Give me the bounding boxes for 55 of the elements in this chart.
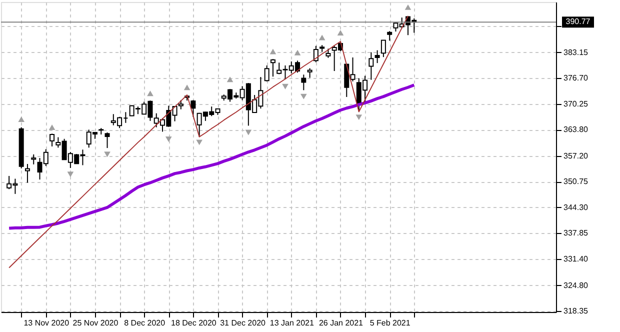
y-tick-label: 357.20: [564, 152, 589, 161]
point: [165, 136, 172, 142]
y-tick-label: 331.40: [564, 254, 589, 264]
x-tick-label: 18 Dec 2020: [171, 318, 217, 328]
candlestick: [368, 52, 374, 80]
candlestick: [178, 100, 184, 110]
point: [318, 34, 326, 40]
point: [226, 76, 234, 82]
point: [147, 90, 154, 96]
point: [337, 30, 344, 36]
point: [196, 140, 202, 146]
x-tick-label: 26 Jan 2021: [318, 318, 364, 328]
ref-line-label: 390.77: [566, 17, 591, 26]
y-tick-label: 376.70: [564, 74, 589, 83]
point: [245, 130, 252, 136]
candlestick: [264, 64, 270, 82]
candlestick: [326, 48, 331, 58]
x-tick-label: 5 Feb 2021: [370, 318, 411, 328]
point: [18, 116, 25, 122]
y-tick-label: 370.25: [564, 99, 589, 108]
y-tick-label: 383.15: [564, 48, 589, 57]
candlestick: [307, 68, 312, 78]
point: [282, 84, 288, 90]
candlestick: [380, 40, 386, 58]
y-tick-label: 318.35: [564, 306, 589, 316]
point: [48, 124, 56, 130]
candlestick: [104, 132, 110, 149]
candlestick: [24, 163, 30, 184]
x-tick-label: 31 Dec 2020: [220, 318, 266, 328]
point: [104, 152, 110, 158]
x-tick-label: 13 Jan 2021: [270, 318, 314, 328]
point: [300, 94, 307, 100]
y-tick-label: 350.75: [564, 177, 589, 186]
point: [67, 172, 74, 178]
y-tick-label: 363.80: [564, 125, 589, 134]
y-tick-label: 324.80: [564, 280, 589, 290]
x-tick-label: 8 Dec 2020: [124, 318, 166, 328]
candlestick: [50, 133, 55, 147]
point: [356, 114, 362, 120]
candlestick: [270, 58, 276, 78]
x-tick-label: 13 Nov 2020: [24, 318, 70, 328]
y-tick-label: 337.85: [564, 228, 589, 238]
candlestick: [31, 154, 36, 165]
candlestick: [374, 50, 380, 64]
point: [294, 50, 301, 56]
y-tick-label: 344.30: [564, 202, 589, 212]
line-series: [8, 83, 416, 230]
point: [270, 48, 276, 54]
point: [184, 84, 190, 90]
candlestick: [301, 74, 306, 91]
candlestick: [387, 30, 392, 42]
candlestick: [313, 45, 318, 63]
candlestick: [190, 100, 196, 118]
point: [404, 4, 412, 10]
x-tick-label: 25 Nov 2020: [72, 318, 119, 328]
